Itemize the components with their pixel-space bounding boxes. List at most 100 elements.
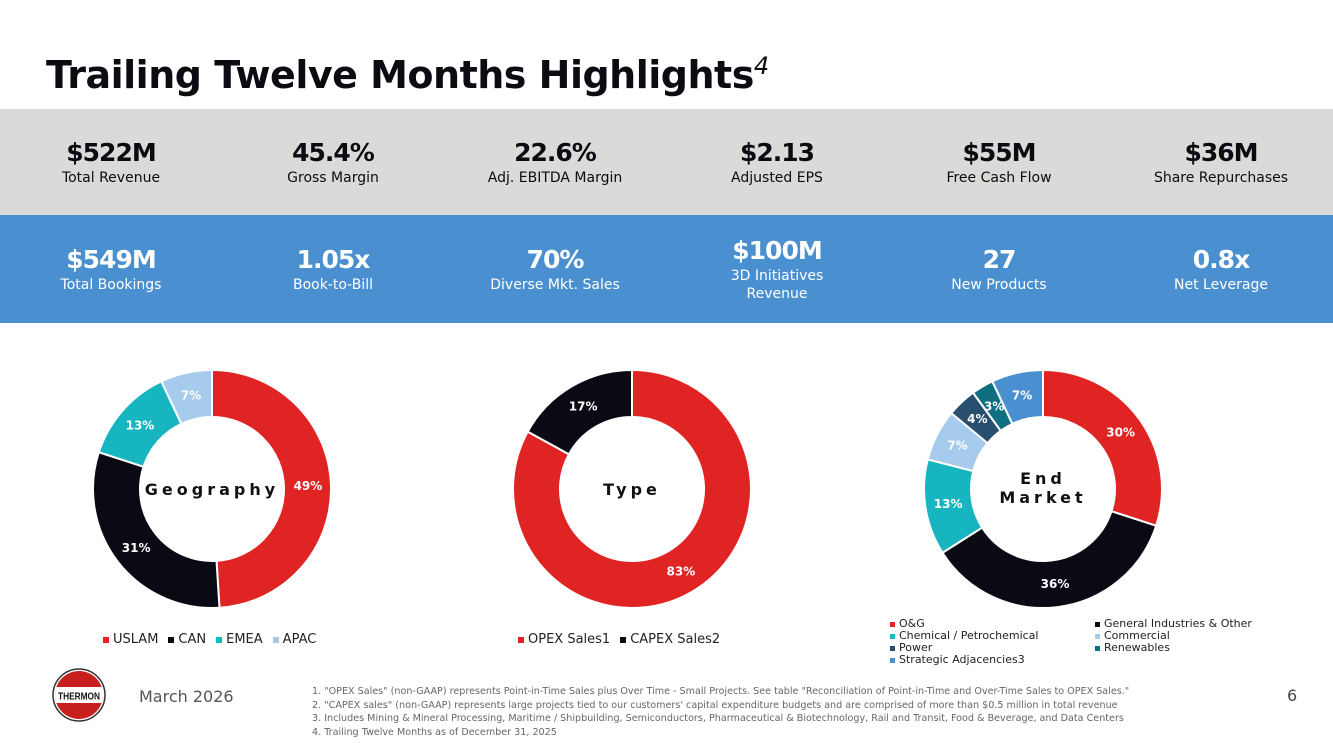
legend-swatch <box>620 636 627 643</box>
legend-item: APAC <box>272 632 317 647</box>
footnote: 2. "CAPEX sales" (non-GAAP) represents l… <box>312 699 1118 711</box>
legend-item: Commercial <box>1095 630 1270 642</box>
metric-gross-margin: 45.4% Gross Margin <box>222 109 444 216</box>
metric-adj-ebitda-margin: 22.6% Adj. EBITDA Margin <box>444 109 666 216</box>
legend-swatch <box>518 636 524 643</box>
metric-label: New Products <box>951 276 1047 293</box>
title-text: Trailing Twelve Months Highlights <box>46 53 754 97</box>
legend-swatch <box>890 645 895 651</box>
donut-slice-uslam <box>211 368 332 609</box>
legend-label: Renewables <box>1104 641 1170 654</box>
logo-text: THERMON <box>58 692 100 703</box>
metric-net-leverage: 0.8x Net Leverage <box>1110 215 1332 323</box>
metric-share-repurchases: $36M Share Repurchases <box>1110 109 1332 216</box>
metric-label: Total Bookings <box>60 276 162 293</box>
slice-label: 7% <box>181 388 201 402</box>
legend-label: CAN <box>178 632 207 647</box>
slice-label: 13% <box>126 419 155 433</box>
footnote: 1. "OPEX Sales" (non-GAAP) represents Po… <box>312 686 1130 697</box>
donut-slice-apac <box>160 368 213 426</box>
geography-legend: USLAM CAN EMEA APAC <box>103 632 316 647</box>
page-title: Trailing Twelve Months Highlights4 <box>46 52 769 97</box>
donut-center-title: Geography <box>145 480 279 499</box>
donut-slice-o-g <box>1042 368 1163 528</box>
donut-slice-general-industries-other <box>941 509 1158 609</box>
metric-label: Total Revenue <box>61 170 161 186</box>
slice-label: 83% <box>667 565 696 579</box>
donut-slice-strategic-adjacencies3 <box>991 368 1044 426</box>
metric-value: $55M <box>962 138 1036 167</box>
metric-book-to-bill: 1.05x Book-to-Bill <box>222 215 444 323</box>
slice-label: 3% <box>984 399 1004 413</box>
legend-item: OPEX Sales1 <box>518 632 610 647</box>
legend-item: Chemical / Petrochemical <box>890 630 1095 642</box>
donut-slice-opex-sales1 <box>512 368 752 609</box>
slice-label: 7% <box>1012 388 1032 402</box>
metric-new-products: 27 New Products <box>888 215 1110 323</box>
metric-value: 70% <box>526 244 585 274</box>
legend-label: Commercial <box>1104 629 1170 642</box>
slice-label: 36% <box>1041 577 1070 591</box>
metric-adjusted-eps: $2.13 Adjusted EPS <box>666 109 888 216</box>
legend-swatch <box>103 636 109 643</box>
slice-label: 30% <box>1106 426 1135 440</box>
metric-total-revenue: $522M Total Revenue <box>0 109 222 216</box>
slice-label: 4% <box>967 412 987 426</box>
metric-label: 3D Initiatives Revenue <box>730 267 824 302</box>
metric-value: $549M <box>66 244 156 274</box>
legend-swatch <box>1095 633 1100 639</box>
legend-item: CAPEX Sales2 <box>620 632 720 647</box>
legend-label: CAPEX Sales2 <box>630 632 721 647</box>
footnotes: 1. "OPEX Sales" (non-GAAP) represents Po… <box>312 685 1129 739</box>
donut-center-title: Market <box>999 488 1086 507</box>
metric-value: 0.8x <box>1192 244 1250 274</box>
slice-label: 49% <box>294 479 323 493</box>
legend-label: General Industries & Other <box>1104 617 1252 630</box>
metric-value: 22.6% <box>514 138 597 167</box>
metric-label: Free Cash Flow <box>946 170 1052 186</box>
legend-label: Strategic Adjacencies3 <box>899 653 1025 666</box>
legend-swatch <box>1095 645 1100 651</box>
page-number: 6 <box>1287 686 1298 705</box>
legend-swatch <box>168 636 175 643</box>
slice-label: 17% <box>569 399 598 413</box>
legend-swatch <box>272 636 279 643</box>
metric-label: Adj. EBITDA Margin <box>487 170 623 186</box>
legend-item: USLAM <box>103 632 158 647</box>
legend-label: Chemical / Petrochemical <box>899 629 1039 642</box>
legend-item: Strategic Adjacencies3 <box>890 654 1095 666</box>
legend-label: Power <box>899 641 933 654</box>
metric-free-cash-flow: $55M Free Cash Flow <box>888 109 1110 216</box>
legend-label: APAC <box>282 632 317 647</box>
end-market-legend: O&G General Industries & Other Chemical / … <box>890 618 1270 666</box>
legend-swatch <box>1095 621 1100 627</box>
metric-value: $100M <box>732 235 822 265</box>
metric-label: Adjusted EPS <box>731 170 823 186</box>
metric-total-bookings: $549M Total Bookings <box>0 215 222 323</box>
slice-label: 7% <box>947 438 967 452</box>
metric-label: Gross Margin <box>287 170 379 186</box>
legend-item: CAN <box>168 632 206 647</box>
legend-item: O&G <box>890 618 1095 630</box>
metric-label: Book-to-Bill <box>292 276 374 293</box>
legend-item: Power <box>890 642 1095 654</box>
footnote: 3. Includes Mining & Mineral Processing,… <box>312 713 1124 724</box>
footnote: 4. Trailing Twelve Months as of December… <box>312 726 557 738</box>
legend-item: EMEA <box>216 632 263 647</box>
highlights-row-2: $549M Total Bookings 1.05x Book-to-Bill 70% D… <box>0 215 1333 323</box>
donut-center-title: End <box>1020 469 1066 488</box>
legend-label: EMEA <box>226 632 263 647</box>
metric-label: Diverse Mkt. Sales <box>490 276 620 293</box>
title-footnote-ref: 4 <box>753 52 769 80</box>
legend-swatch <box>890 657 895 663</box>
metric-value: 27 <box>982 244 1017 274</box>
highlights-row-1: $522M Total Revenue 45.4% Gross Margin 22.6%… <box>0 109 1333 216</box>
legend-item: Renewables <box>1095 642 1270 654</box>
slice-label: 13% <box>934 497 963 511</box>
metric-value: $36M <box>1184 138 1258 167</box>
legend-item: General Industries & Other <box>1095 618 1270 630</box>
metric-value: $2.13 <box>739 138 815 167</box>
legend-label: OPEX Sales1 <box>528 632 611 647</box>
thermon-logo: THERMON <box>52 668 106 722</box>
